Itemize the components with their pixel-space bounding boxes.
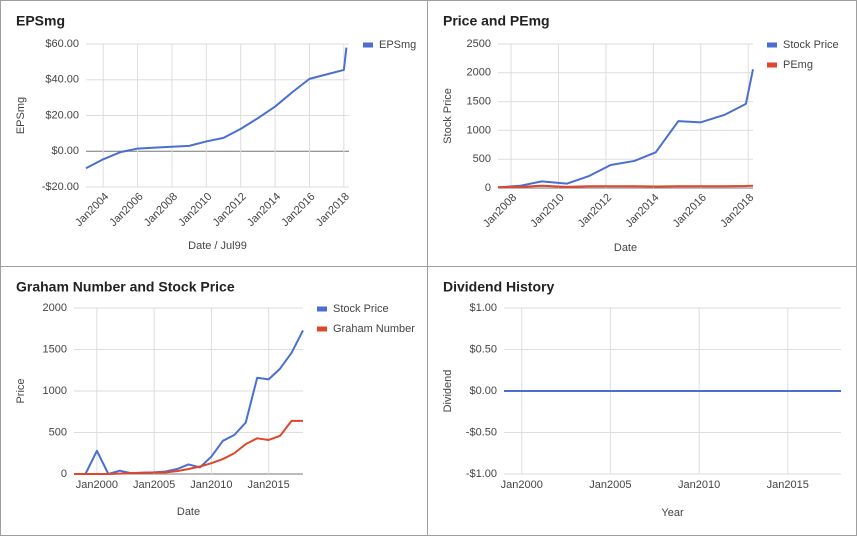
y-tick-label: $40.00 bbox=[45, 74, 79, 86]
chart-title: EPSmg bbox=[16, 13, 65, 29]
x-axis-title: Year bbox=[661, 507, 684, 519]
x-tick-label: Jan2010 bbox=[528, 192, 566, 230]
y-axis-title: Stock Price bbox=[442, 88, 454, 144]
y-tick-label: 1500 bbox=[467, 96, 491, 108]
y-tick-label: 2000 bbox=[467, 67, 491, 79]
x-tick-label: Jan2018 bbox=[718, 192, 756, 230]
legend-label: EPSmg bbox=[379, 39, 416, 51]
y-tick-label: 2500 bbox=[467, 38, 491, 50]
y-tick-label: -$0.50 bbox=[466, 426, 497, 438]
x-tick-label: Jan2015 bbox=[767, 479, 809, 491]
series-line bbox=[497, 184, 754, 189]
legend-swatch bbox=[767, 62, 777, 68]
y-axis-title: EPSmg bbox=[15, 97, 27, 134]
legend-label: Stock Price bbox=[783, 39, 839, 51]
chart-panel: Price and PEmg 0 500 1000 1500 2000 2500 Jan200… bbox=[442, 13, 839, 254]
x-tick-label: Jan2010 bbox=[678, 479, 720, 491]
x-tick-label: Jan2006 bbox=[107, 191, 145, 229]
x-tick-label: Jan2010 bbox=[190, 479, 232, 491]
y-tick-label: 0 bbox=[485, 182, 491, 194]
y-tick-label: 500 bbox=[49, 426, 67, 438]
y-tick-label: 2000 bbox=[43, 302, 67, 314]
y-axis-title: Price bbox=[15, 378, 27, 403]
y-tick-label: $20.00 bbox=[45, 109, 79, 121]
legend-label: Stock Price bbox=[333, 303, 389, 315]
x-tick-label: Jan2018 bbox=[314, 191, 352, 229]
legend-swatch bbox=[317, 306, 327, 312]
legend-swatch bbox=[767, 42, 777, 48]
y-tick-label: 1000 bbox=[43, 385, 67, 397]
y-tick-label: $0.00 bbox=[51, 145, 79, 157]
legend-swatch bbox=[363, 42, 373, 48]
legend-label: PEmg bbox=[783, 59, 813, 71]
x-tick-label: Jan2005 bbox=[589, 479, 631, 491]
chart-title: Dividend History bbox=[443, 279, 554, 295]
series-line bbox=[497, 69, 754, 189]
x-tick-label: Jan2012 bbox=[576, 192, 614, 230]
y-tick-label: $0.00 bbox=[469, 385, 497, 397]
x-tick-label: Jan2005 bbox=[133, 479, 175, 491]
x-axis-title: Date bbox=[177, 506, 200, 518]
x-axis-title: Date / Jul99 bbox=[188, 240, 247, 252]
y-tick-label: 1000 bbox=[467, 124, 491, 136]
y-tick-label: 500 bbox=[473, 153, 491, 165]
series-line bbox=[85, 47, 348, 170]
y-tick-label: 0 bbox=[61, 468, 67, 480]
x-tick-label: Jan2014 bbox=[623, 192, 661, 230]
x-tick-label: Jan2012 bbox=[211, 191, 249, 229]
x-tick-label: Jan2014 bbox=[245, 191, 283, 229]
x-tick-label: Jan2010 bbox=[176, 191, 214, 229]
legend-swatch bbox=[317, 326, 327, 332]
y-tick-label: -$1.00 bbox=[466, 468, 497, 480]
chart-panel: Dividend History -$1.00 -$0.50 $0.00 $0.50 $1… bbox=[442, 279, 841, 519]
x-tick-label: Jan2004 bbox=[73, 191, 111, 229]
x-axis-title: Date bbox=[614, 242, 637, 254]
chart-title: Graham Number and Stock Price bbox=[16, 279, 235, 295]
x-tick-label: Jan2016 bbox=[279, 191, 317, 229]
legend-label: Graham Number bbox=[333, 323, 415, 335]
y-tick-label: $0.50 bbox=[469, 343, 497, 355]
series-line bbox=[74, 419, 303, 475]
x-tick-label: Jan2000 bbox=[501, 479, 543, 491]
y-tick-label: -$20.00 bbox=[42, 181, 79, 193]
x-tick-label: Jan2015 bbox=[248, 479, 290, 491]
y-tick-label: 1500 bbox=[43, 343, 67, 355]
x-tick-label: Jan2008 bbox=[142, 191, 180, 229]
y-tick-label: $1.00 bbox=[469, 302, 497, 314]
chart-title: Price and PEmg bbox=[443, 13, 550, 29]
chart-panel: EPSmg -$20.00 $0.00 $20.00 $40.00 $60.00 Jan20… bbox=[15, 13, 416, 252]
y-tick-label: $60.00 bbox=[45, 38, 79, 50]
chart-panel: Graham Number and Stock Price 0 500 1000 150… bbox=[15, 279, 415, 518]
x-tick-label: Jan2016 bbox=[671, 192, 709, 230]
y-axis-title: Dividend bbox=[442, 370, 454, 413]
x-tick-label: Jan2008 bbox=[481, 192, 519, 230]
x-tick-label: Jan2000 bbox=[76, 479, 118, 491]
